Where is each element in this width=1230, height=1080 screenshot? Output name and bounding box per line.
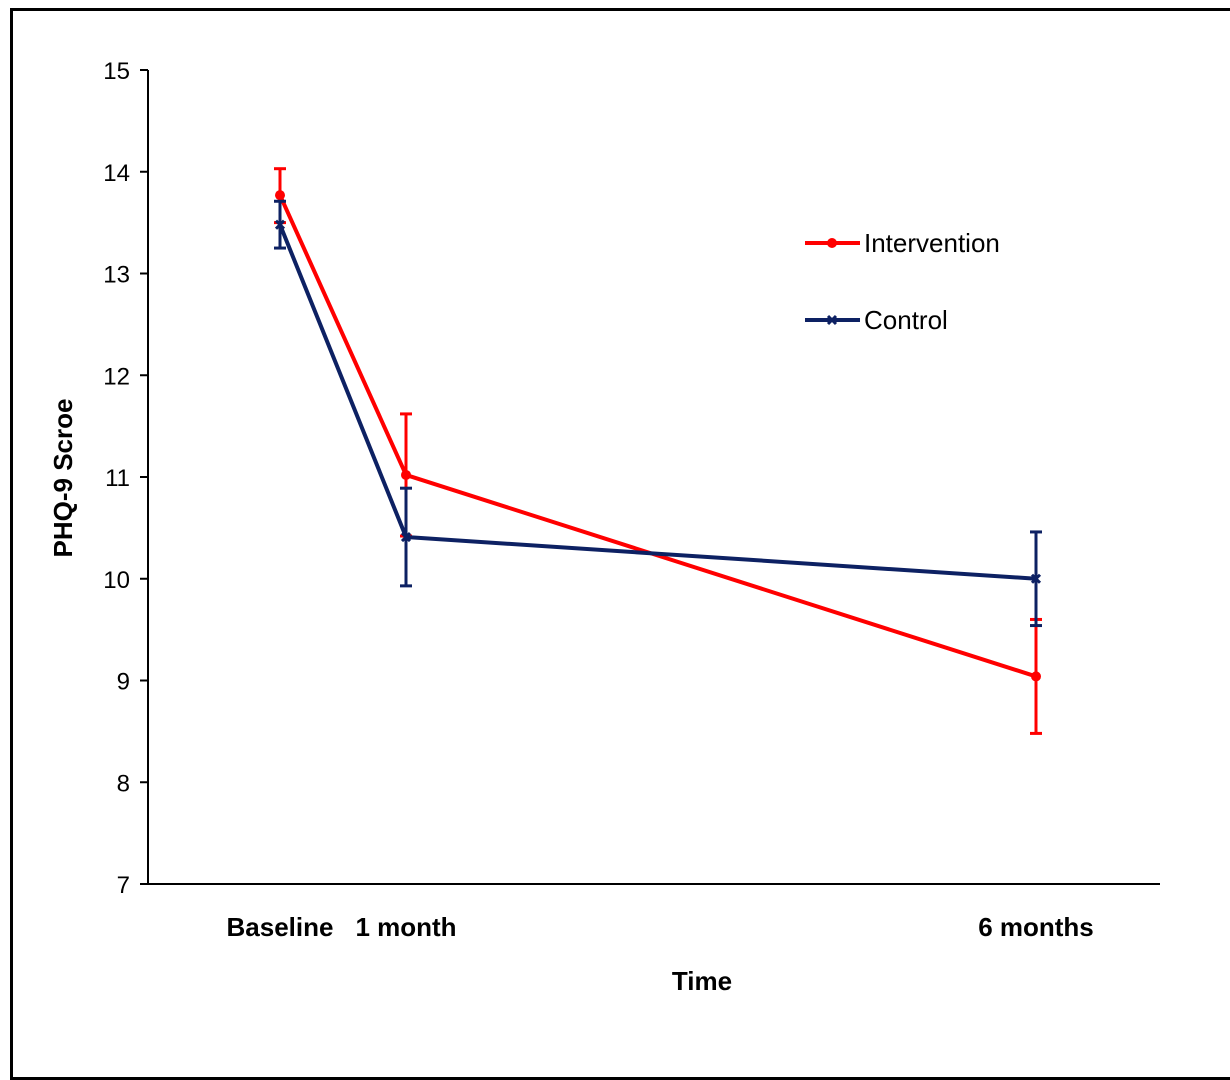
series-control <box>274 199 1042 628</box>
series-layer <box>274 167 1042 735</box>
x-tick-label: 1 month <box>355 912 456 942</box>
data-point <box>1030 573 1042 584</box>
x-axis-title: Time <box>672 966 732 996</box>
data-point <box>275 190 285 201</box>
data-point <box>274 219 286 230</box>
y-tick-label: 10 <box>103 567 130 594</box>
y-axis: 7 8 9 10 11 12 13 14 15 <box>103 58 149 899</box>
legend-label: Control <box>864 305 948 335</box>
y-tick-label: 11 <box>105 465 130 492</box>
series-line <box>278 194 1037 679</box>
legend-marker <box>826 314 838 326</box>
legend-item-control: Control <box>805 305 948 335</box>
x-tick-label: 6 months <box>978 912 1094 942</box>
y-tick-label: 12 <box>103 363 130 390</box>
y-tick-label: 8 <box>117 770 130 797</box>
data-point <box>401 469 411 480</box>
series-line <box>278 223 1037 581</box>
y-tick-label: 15 <box>103 58 130 85</box>
data-point <box>400 531 412 543</box>
x-axis: Baseline 1 month 6 months <box>148 883 1160 942</box>
y-tick-label: 14 <box>103 160 130 187</box>
y-tick-label: 13 <box>103 262 130 289</box>
legend-label: Intervention <box>864 228 1000 258</box>
y-tick-label: 7 <box>117 872 130 899</box>
y-axis-title: PHQ-9 Scroe <box>48 399 78 558</box>
x-tick-label: Baseline <box>227 912 334 942</box>
legend-marker <box>827 238 837 248</box>
legend-item-intervention: Intervention <box>805 228 1000 258</box>
y-tick-label: 9 <box>117 669 130 696</box>
legend: Intervention Control <box>805 228 1000 335</box>
data-point <box>1031 671 1041 682</box>
